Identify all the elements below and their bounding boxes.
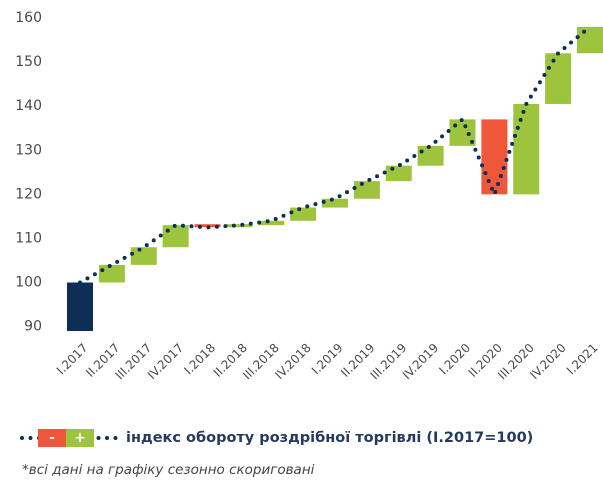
legend-plus-box xyxy=(66,429,94,447)
bar xyxy=(417,145,444,166)
bar xyxy=(162,225,189,248)
note: *всі дані на графіку сезонно скориговані xyxy=(22,462,315,478)
x-tick-label: IV.2020 xyxy=(527,341,568,382)
bar xyxy=(481,119,508,195)
y-tick-label: 140 xyxy=(15,98,42,114)
bar xyxy=(513,103,540,195)
bar xyxy=(226,224,253,228)
legend-minus-box xyxy=(38,429,66,447)
bar xyxy=(545,53,572,104)
y-tick-label: 130 xyxy=(15,142,42,158)
bar xyxy=(290,207,317,221)
bar xyxy=(98,264,125,283)
y-tick-label: 120 xyxy=(15,186,42,202)
y-tick-label: 160 xyxy=(15,10,42,26)
x-tick-label: IV.2018 xyxy=(272,341,313,382)
y-tick-label: 110 xyxy=(15,230,42,246)
bar xyxy=(385,165,412,182)
bar xyxy=(130,247,157,265)
legend-minus: - xyxy=(49,430,55,446)
y-tick-label: 100 xyxy=(15,275,42,291)
y-tick-label: 90 xyxy=(24,319,42,335)
y-tick-label: 150 xyxy=(15,54,42,70)
legend-plus: + xyxy=(74,430,86,446)
legend-label: індекс обороту роздрібної торгівлі (I.20… xyxy=(126,430,533,446)
x-tick-label: IV.2017 xyxy=(145,341,186,382)
x-tick-label: IV.2019 xyxy=(400,341,441,382)
x-tick-label: I.2021 xyxy=(564,341,601,378)
bar xyxy=(353,181,380,199)
bar xyxy=(67,282,93,331)
bar xyxy=(322,198,348,208)
bar xyxy=(258,220,285,226)
bar xyxy=(577,26,603,54)
